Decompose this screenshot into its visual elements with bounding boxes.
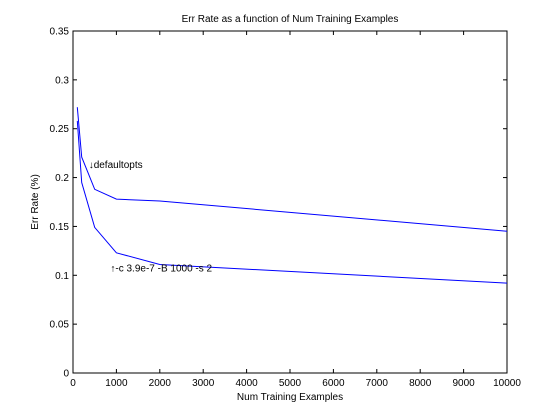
annotation-label: ↓defaultopts bbox=[89, 160, 143, 171]
y-tick-label: 0.1 bbox=[55, 271, 69, 282]
x-tick-label: 7000 bbox=[366, 378, 389, 389]
x-tick-label: 9000 bbox=[452, 378, 475, 389]
y-tick-label: 0.15 bbox=[50, 222, 70, 233]
series-line-1 bbox=[76, 107, 508, 232]
y-axis-title: Err Rate (%) bbox=[30, 174, 41, 230]
plot-frame bbox=[72, 30, 508, 374]
annotations: ↓defaultopts ↑-c 3.9e-7 -B 1000 -s 2 bbox=[89, 160, 213, 275]
y-tick-label: 0.3 bbox=[55, 75, 69, 86]
series-line-2 bbox=[76, 120, 508, 284]
x-tick-label: 1000 bbox=[105, 378, 128, 389]
y-tick-label: 0.05 bbox=[50, 320, 70, 331]
x-tick-label: 5000 bbox=[279, 378, 302, 389]
x-tick-label: 10000 bbox=[493, 378, 521, 389]
series-lines bbox=[76, 107, 508, 284]
annotation-label: ↑-c 3.9e-7 -B 1000 -s 2 bbox=[110, 263, 212, 274]
chart-title: Err Rate as a function of Num Training E… bbox=[182, 14, 399, 25]
axis-ticks: 0 1000 2000 3000 4000 5000 6000 7000 8000 9000 100… bbox=[50, 27, 522, 390]
y-tick-label: 0.2 bbox=[55, 173, 69, 184]
x-tick-label: 0 bbox=[70, 378, 76, 389]
x-axis-title: Num Training Examples bbox=[237, 392, 343, 403]
y-tick-label: 0.25 bbox=[50, 124, 70, 135]
x-tick-label: 6000 bbox=[322, 378, 345, 389]
x-tick-label: 4000 bbox=[235, 378, 258, 389]
y-tick-label: 0.35 bbox=[50, 27, 70, 38]
y-tick-label: 0 bbox=[63, 369, 69, 380]
plot-area bbox=[72, 30, 508, 374]
x-tick-label: 3000 bbox=[192, 378, 215, 389]
x-tick-label: 8000 bbox=[409, 378, 432, 389]
x-tick-label: 2000 bbox=[149, 378, 172, 389]
